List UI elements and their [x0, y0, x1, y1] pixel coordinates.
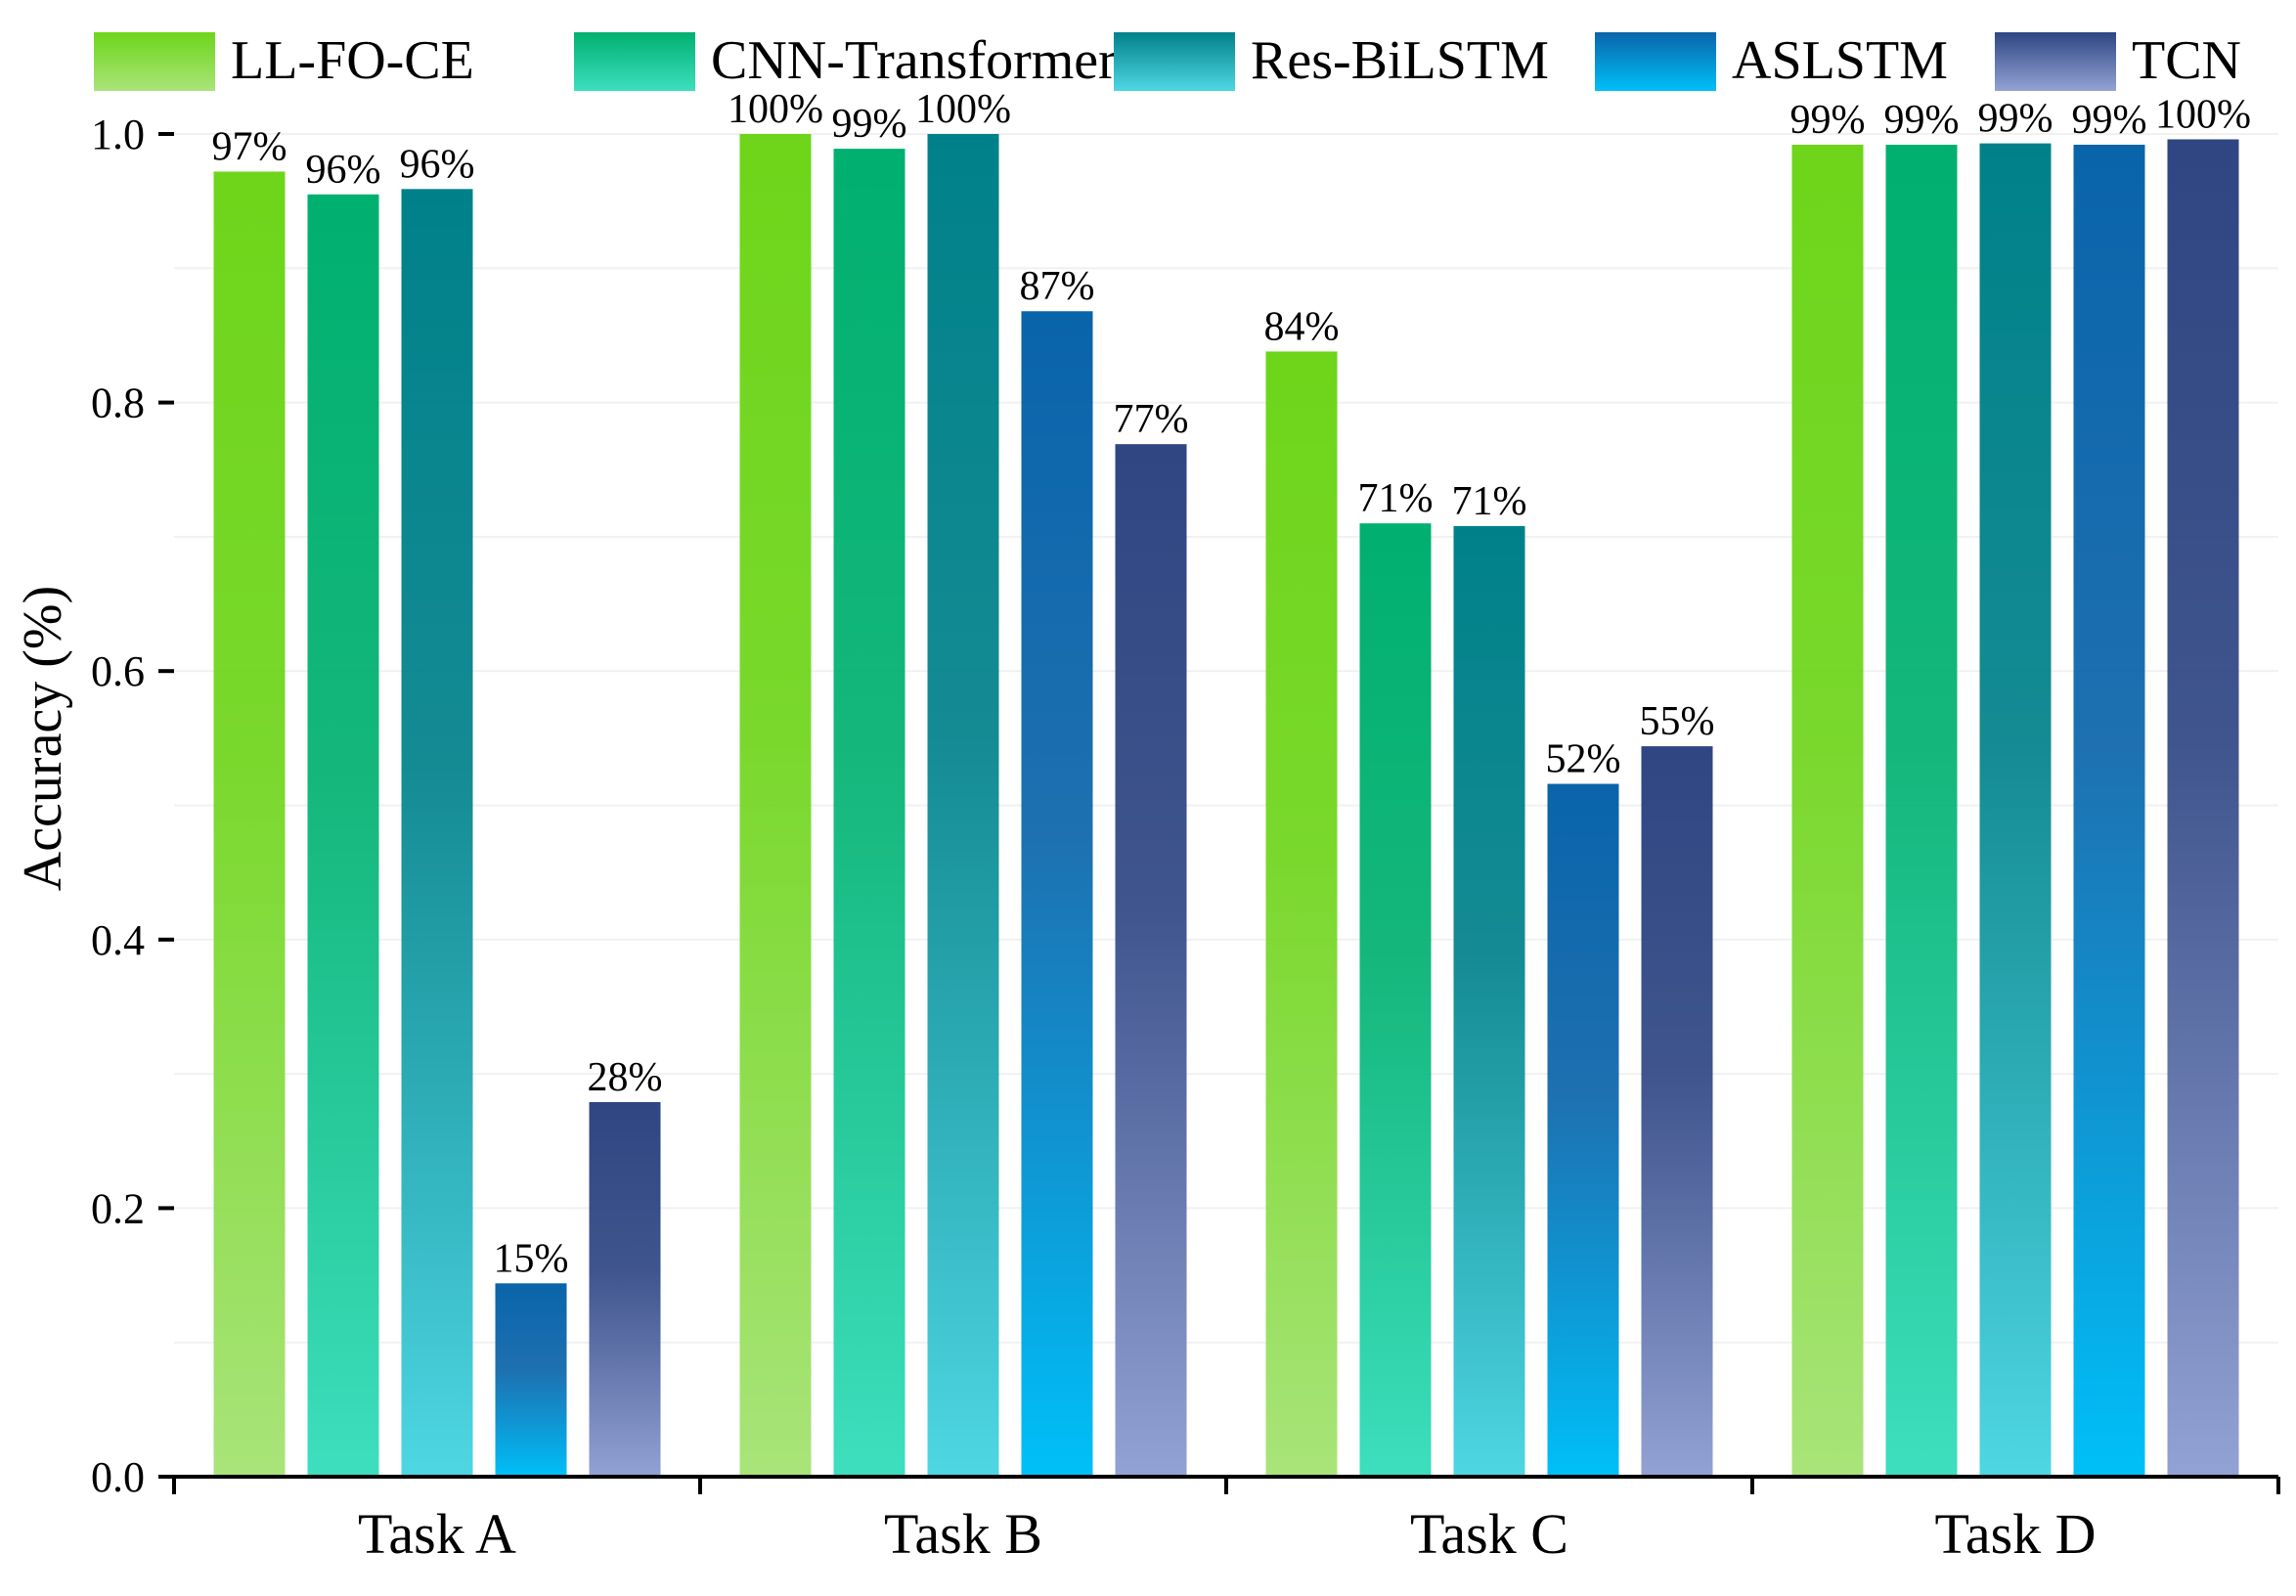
bar-value-label: 100% [2155, 92, 2251, 137]
grid-lines [174, 133, 2278, 1344]
bar-value-label: 100% [728, 87, 823, 132]
bar-res-bilstm-task-b [927, 134, 999, 1477]
bar-value-label: 99% [1978, 97, 2053, 142]
bar-value-label: 99% [832, 102, 907, 147]
axes: 0.0 0.2 0.4 0.6 0.8 1.0 Task A Task B Task C Task… [13, 111, 2280, 1566]
bar-tcn-task-d [2167, 139, 2239, 1478]
bar-res-bilstm-task-d [1979, 143, 2052, 1478]
bar-cnn-transformer-task-c [1359, 523, 1432, 1477]
bar-value-label: 71% [1358, 476, 1434, 521]
bar-aslstm-task-a [495, 1283, 567, 1477]
legend: LL-FO-CE CNN-Transformer Res-BiLSTM ASLSTM T… [94, 30, 2241, 91]
bar-ll-fo-ce-task-b [739, 134, 812, 1477]
bar-res-bilstm-task-a [401, 189, 473, 1478]
bar-value-label: 99% [1790, 98, 1866, 143]
legend-label: ASLSTM [1732, 30, 1948, 91]
legend-swatch [1114, 32, 1235, 91]
bar-ll-fo-ce-task-a [213, 171, 286, 1478]
bar-aslstm-task-b [1021, 311, 1093, 1478]
y-tick-label: 0.4 [91, 916, 145, 964]
bars [213, 134, 2239, 1478]
bar-tcn-task-c [1641, 746, 1713, 1477]
y-tick-label: 0.6 [91, 647, 145, 695]
legend-swatch [1595, 32, 1716, 91]
bar-value-label: 77% [1114, 397, 1189, 442]
bar-value-label: 100% [915, 87, 1011, 132]
bar-cnn-transformer-task-d [1885, 144, 1958, 1477]
y-tick-label: 0.2 [91, 1184, 145, 1232]
bar-aslstm-task-d [2073, 144, 2145, 1477]
bar-value-label: 71% [1452, 479, 1527, 524]
bar-tcn-task-b [1115, 444, 1187, 1478]
bar-value-label: 99% [1884, 98, 1960, 143]
bar-tcn-task-a [589, 1101, 661, 1477]
bar-labels: 97%96% 96%15%28%100% 99% 100%87%77%84%71% 71… [212, 87, 2252, 1281]
legend-label: Res-BiLSTM [1251, 30, 1549, 91]
legend-label: CNN-Transformer [711, 30, 1117, 91]
y-tick-label: 1.0 [91, 111, 145, 158]
bar-value-label: 15% [494, 1236, 569, 1281]
bar-value-label: 52% [1546, 737, 1621, 782]
y-axis-title: Accuracy (%) [13, 586, 73, 891]
bar-ll-fo-ce-task-d [1791, 144, 1864, 1477]
bar-ll-fo-ce-task-c [1265, 351, 1338, 1477]
legend-swatch [574, 32, 695, 91]
bar-res-bilstm-task-c [1453, 525, 1525, 1477]
x-category-label: Task A [358, 1502, 516, 1566]
x-category-label: Task B [884, 1502, 1042, 1566]
y-tick-label: 0.0 [91, 1453, 145, 1501]
bar-aslstm-task-c [1547, 783, 1619, 1477]
y-tick-label: 0.8 [91, 379, 145, 427]
bar-value-label: 97% [212, 124, 287, 169]
x-category-label: Task C [1410, 1502, 1568, 1566]
legend-label: TCN [2132, 30, 2241, 91]
legend-swatch [94, 32, 215, 91]
bar-value-label: 99% [2072, 98, 2147, 143]
bar-cnn-transformer-task-a [307, 194, 379, 1477]
x-category-label: Task D [1934, 1502, 2096, 1566]
bar-value-label: 84% [1264, 304, 1340, 349]
bar-cnn-transformer-task-b [833, 149, 905, 1477]
legend-swatch [1995, 32, 2116, 91]
bar-value-label: 55% [1640, 699, 1715, 744]
bar-value-label: 96% [306, 148, 381, 193]
bar-value-label: 28% [588, 1055, 663, 1100]
legend-label: LL-FO-CE [231, 30, 474, 91]
bar-value-label: 87% [1020, 264, 1095, 309]
bar-value-label: 96% [400, 142, 475, 187]
